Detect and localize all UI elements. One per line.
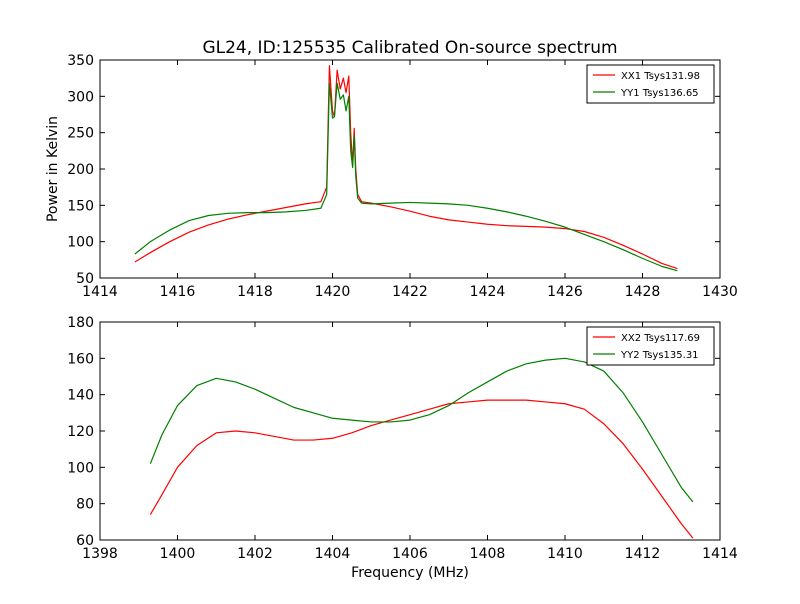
x-tick-label: 1414 (82, 284, 118, 300)
legend-entry-label: XX1 Tsys131.98 (621, 71, 700, 82)
chart-title: GL24, ID:125535 Calibrated On-source spe… (202, 38, 617, 58)
legend-box (586, 64, 715, 104)
y-tick-label: 100 (67, 460, 94, 476)
y-tick-label: 50 (76, 271, 94, 287)
y-tick-label: 160 (67, 351, 94, 367)
axes-frame (99, 321, 721, 541)
x-axis-label: Frequency (MHz) (351, 565, 469, 581)
legend-entry-label: YY2 Tsys135.31 (620, 350, 699, 361)
x-tick-label: 1424 (470, 284, 506, 300)
y-tick-label: 200 (67, 162, 94, 178)
y-tick-label: 250 (67, 126, 94, 142)
y-tick-label: 300 (67, 89, 94, 105)
x-tick-label: 1408 (470, 546, 506, 562)
x-tick-label: 1406 (392, 546, 428, 562)
x-tick-label: 1414 (702, 546, 738, 562)
x-tick-label: 1416 (160, 284, 196, 300)
legend-box (586, 326, 715, 366)
x-tick-label: 1398 (82, 546, 118, 562)
y-tick-label: 350 (67, 53, 94, 69)
y-tick-label: 180 (67, 315, 94, 331)
x-tick-label: 1426 (547, 284, 583, 300)
x-tick-label: 1404 (315, 546, 351, 562)
y-tick-label: 140 (67, 388, 94, 404)
legend: XX2 Tsys117.69 YY2 Tsys135.31 (586, 326, 715, 366)
plot-panel-2: 1398 1400 1402 1404 1406 1408 1410 1412 1414 60 80… (67, 315, 738, 562)
legend-entry-label: XX2 Tsys117.69 (621, 333, 700, 344)
y-tick-label: 150 (67, 198, 94, 214)
y-tick-label: 100 (67, 235, 94, 251)
y-tick-label: 60 (76, 533, 94, 549)
x-tick-label: 1420 (315, 284, 351, 300)
x-tick-label: 1410 (547, 546, 583, 562)
x-tick-label: 1422 (392, 284, 428, 300)
series-line-yy2 (149, 357, 694, 503)
x-tick-label: 1402 (237, 546, 273, 562)
plot-panel-1: 1414 1416 1418 1420 1422 1424 1426 1428 1430 50 10… (67, 53, 738, 300)
y-tick-label: 120 (67, 424, 94, 440)
x-tick-label: 1428 (625, 284, 661, 300)
axes-frame (99, 59, 721, 279)
series-line-xx2 (149, 399, 694, 539)
x-tick-label: 1430 (702, 284, 738, 300)
series-line-yy1 (134, 82, 678, 272)
x-tick-label: 1412 (625, 546, 661, 562)
x-tick-label: 1400 (160, 546, 196, 562)
legend-entry-label: YY1 Tsys136.65 (620, 88, 699, 99)
y-tick-label: 80 (76, 497, 94, 513)
legend: XX1 Tsys131.98 YY1 Tsys136.65 (586, 64, 715, 104)
y-axis-label: Power in Kelvin (45, 116, 61, 222)
x-tick-label: 1418 (237, 284, 273, 300)
